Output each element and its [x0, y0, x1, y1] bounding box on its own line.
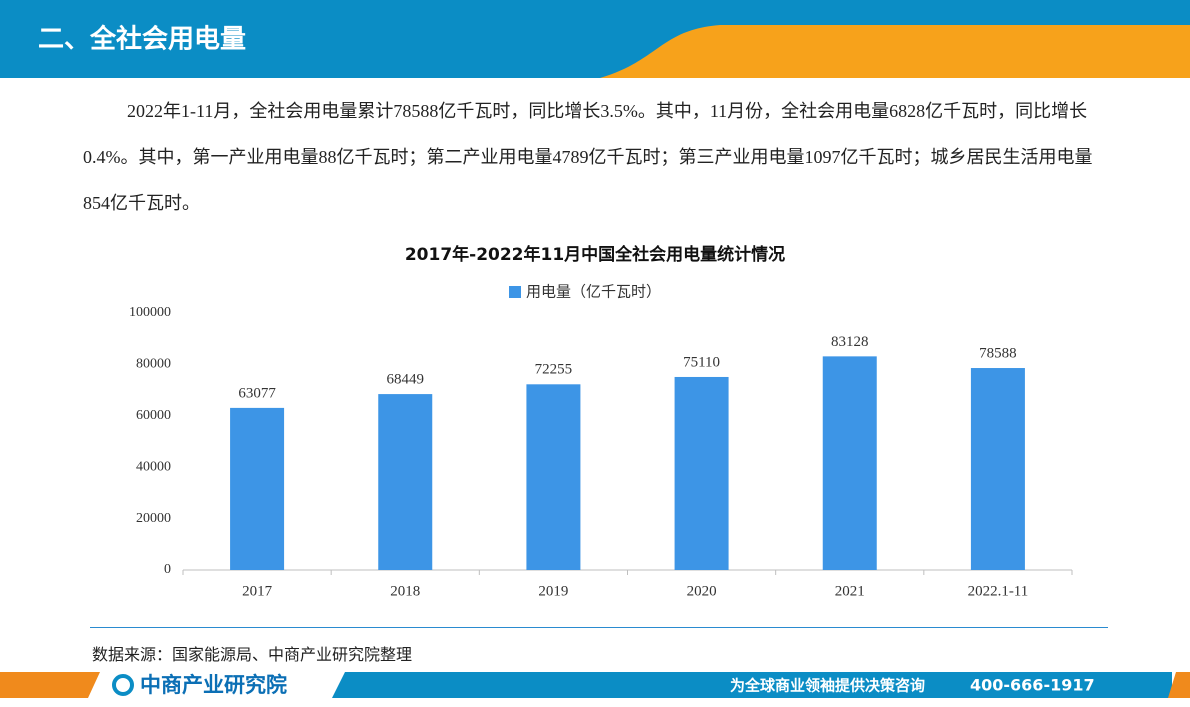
bar — [674, 376, 729, 570]
bar — [822, 356, 877, 570]
footer-phone: 400-666-1917 — [970, 676, 1095, 695]
footer-blue — [332, 672, 1172, 698]
x-tick-label: 2017 — [242, 583, 273, 599]
bar — [378, 394, 433, 570]
bar — [526, 384, 581, 570]
y-tick-label: 100000 — [129, 305, 171, 320]
y-tick-label: 20000 — [136, 511, 171, 526]
divider — [90, 627, 1108, 628]
legend-swatch — [509, 286, 521, 298]
footer-orange-right — [1168, 672, 1190, 698]
x-tick-label: 2021 — [835, 583, 865, 599]
paragraph: 2022年1-11月，全社会用电量累计78588亿千瓦时，同比增长3.5%。其中… — [83, 101, 1093, 213]
x-tick-label: 2018 — [390, 583, 420, 599]
chart: 2017年-2022年11月中国全社会用电量统计情况 0 20000 40000 60… — [129, 244, 1073, 599]
chart-title: 2017年-2022年11月中国全社会用电量统计情况 — [405, 244, 785, 265]
source: 数据来源：国家能源局、中商产业研究院整理 — [92, 647, 413, 664]
value-label: 72255 — [535, 362, 573, 378]
x-tick-label: 2020 — [687, 583, 717, 599]
value-label: 68449 — [387, 372, 425, 388]
header-title: 二、全社会用电量 — [38, 24, 246, 55]
value-label: 78588 — [979, 345, 1017, 361]
header-swoosh — [600, 25, 1190, 78]
value-label: 63077 — [238, 385, 276, 401]
legend-label: 用电量（亿千瓦时） — [526, 283, 661, 301]
bar — [970, 368, 1025, 570]
logo-icon — [112, 674, 134, 696]
footer: 中商产业研究院 为全球商业领袖提供决策咨询 400-666-1917 — [0, 672, 1190, 698]
y-tick-label: 0 — [164, 562, 171, 577]
y-tick-label: 80000 — [136, 357, 171, 372]
x-tick-label: 2019 — [538, 583, 568, 599]
bar — [230, 407, 285, 570]
value-label: 83128 — [831, 334, 869, 350]
value-label: 75110 — [683, 354, 720, 370]
x-tick-label: 2022.1-11 — [968, 583, 1029, 599]
footer-slogan: 为全球商业领袖提供决策咨询 — [730, 677, 925, 695]
footer-brand: 中商产业研究院 — [140, 673, 287, 697]
footer-orange — [0, 672, 100, 698]
y-tick-label: 60000 — [136, 408, 171, 423]
header-bar: 二、全社会用电量 — [0, 0, 1190, 78]
y-tick-label: 40000 — [136, 459, 171, 474]
